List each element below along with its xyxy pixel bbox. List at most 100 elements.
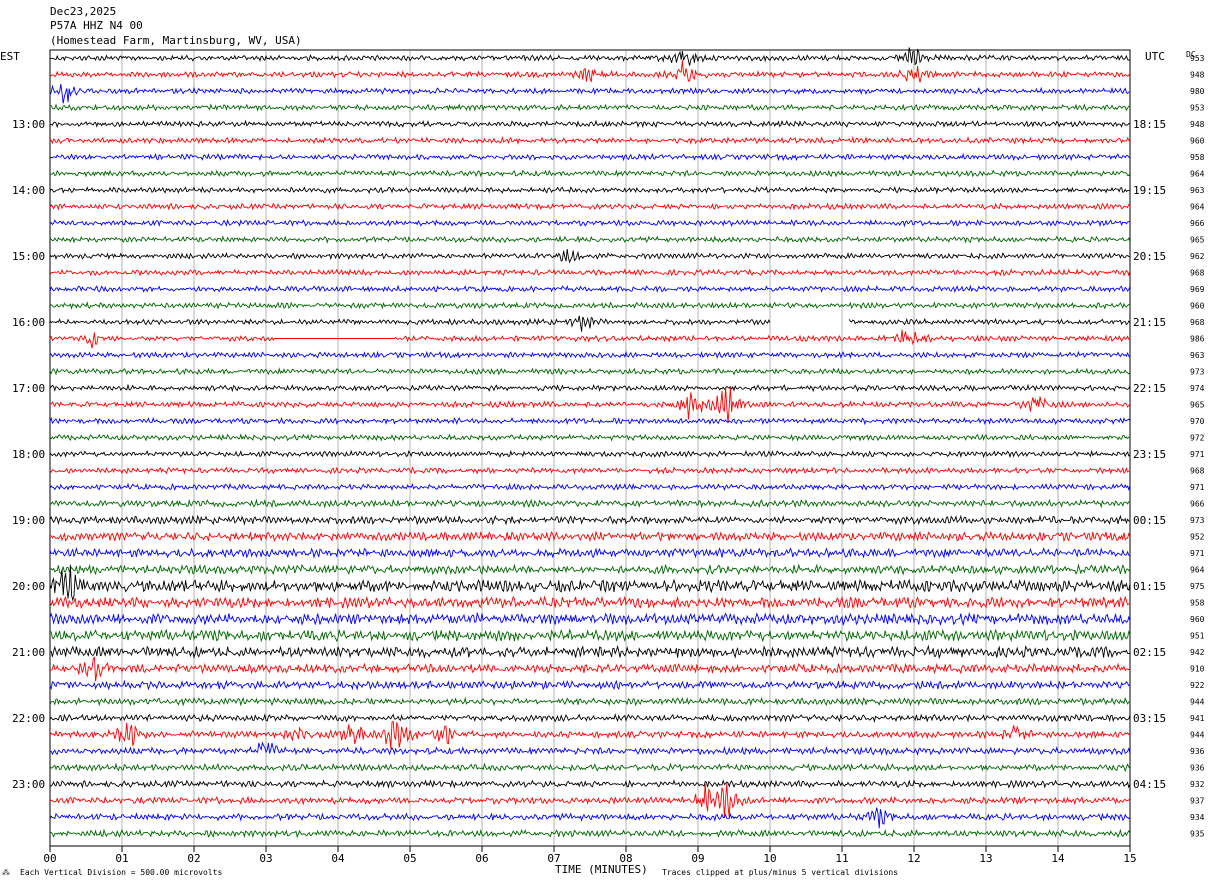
dc-offset-value: 958 [1190, 599, 1205, 608]
x-tick-label: 13 [979, 852, 992, 865]
dc-offset-value: 963 [1190, 351, 1205, 360]
dc-offset-value: 948 [1190, 71, 1205, 80]
seismic-trace [49, 564, 1131, 602]
seismic-trace [49, 268, 1131, 277]
seismic-trace [49, 530, 1131, 543]
dc-offset-value: 964 [1190, 170, 1205, 179]
dc-offset-value: 973 [1190, 368, 1205, 377]
left-hour-label: 20:00 [12, 580, 45, 593]
dc-offset-value: 951 [1190, 632, 1205, 641]
right-hour-label: 23:15 [1133, 448, 1166, 461]
station-code: P57A HHZ N4 00 [50, 19, 143, 32]
seismic-trace [49, 741, 1131, 757]
seismic-trace [49, 696, 1131, 707]
right-hour-label: 01:15 [1133, 580, 1166, 593]
x-tick-label: 01 [115, 852, 128, 865]
dc-offset-value: 974 [1190, 384, 1205, 393]
seismic-trace [49, 367, 1131, 376]
left-timezone-label: EST [0, 50, 20, 63]
dc-offset-value: 963 [1190, 186, 1205, 195]
plot-date: Dec23,2025 [50, 5, 117, 18]
x-tick-label: 06 [475, 852, 488, 865]
x-tick-label: 00 [43, 852, 56, 865]
dc-offset-value: 973 [1190, 516, 1205, 525]
dc-offset-value: 968 [1190, 269, 1205, 278]
dc-offset-value: 953 [1190, 54, 1205, 63]
x-tick-label: 03 [259, 852, 272, 865]
dc-offset-value: 958 [1190, 153, 1205, 162]
x-tick-label: 15 [1123, 852, 1136, 865]
left-hour-label: 16:00 [12, 316, 45, 329]
dc-offset-value: 965 [1190, 236, 1205, 245]
seismic-trace [49, 482, 1131, 492]
dc-offset-value: 948 [1190, 120, 1205, 129]
seismic-trace [49, 595, 1131, 610]
seismic-trace [49, 84, 1131, 104]
dc-offset-value: 910 [1190, 665, 1205, 674]
plot-frame [49, 49, 1131, 847]
dc-offset-value: 942 [1190, 648, 1205, 657]
right-hour-label: 22:15 [1133, 382, 1166, 395]
left-hour-label: 17:00 [12, 382, 45, 395]
x-tick-label: 10 [763, 852, 776, 865]
dc-offset-header: DC [1186, 50, 1196, 59]
seismic-trace [49, 779, 1131, 789]
right-hour-label: 04:15 [1133, 778, 1166, 791]
seismic-trace [49, 249, 1131, 264]
seismic-trace [49, 47, 1131, 66]
seismic-trace [49, 762, 1131, 773]
station-location: (Homestead Farm, Martinsburg, WV, USA) [50, 34, 302, 47]
dc-offset-value: 986 [1190, 335, 1205, 344]
seismic-trace [49, 449, 1131, 459]
x-tick-label: 11 [835, 852, 848, 865]
x-tick-label: 02 [187, 852, 200, 865]
x-tick-label: 05 [403, 852, 416, 865]
dc-offset-value: 937 [1190, 797, 1205, 806]
seismic-trace [50, 386, 1131, 424]
seismic-trace [49, 119, 1131, 129]
x-tick-label: 12 [907, 852, 920, 865]
dc-offset-value: 969 [1190, 285, 1205, 294]
dc-offset-value: 936 [1190, 764, 1205, 773]
seismic-trace [49, 218, 1131, 228]
left-hour-label: 21:00 [12, 646, 45, 659]
x-tick-label: 09 [691, 852, 704, 865]
seismic-trace [49, 611, 1131, 627]
seismic-trace [49, 644, 1131, 660]
left-hour-label: 13:00 [12, 118, 45, 131]
clip-note: Traces clipped at plus/minus 5 vertical … [662, 868, 899, 877]
right-hour-label: 21:15 [1133, 316, 1166, 329]
dc-offset-value: 972 [1190, 434, 1205, 443]
x-tick-label: 04 [331, 852, 345, 865]
seismic-trace [49, 783, 1131, 819]
seismic-trace [49, 284, 1131, 294]
seismic-trace [49, 383, 1131, 393]
dc-offset-value: 960 [1190, 302, 1205, 311]
seismic-trace [49, 628, 1131, 643]
seismic-trace [49, 416, 1131, 426]
dc-offset-value: 960 [1190, 615, 1205, 624]
left-hour-label: 19:00 [12, 514, 45, 527]
dc-offset-value: 966 [1190, 500, 1205, 509]
seismic-trace [49, 807, 1131, 829]
left-hour-label: 18:00 [12, 448, 45, 461]
seismic-trace [49, 329, 1130, 349]
dc-offset-value: 934 [1190, 813, 1205, 822]
seismic-trace [49, 136, 1131, 146]
right-hour-label: 03:15 [1133, 712, 1166, 725]
dc-offset-value: 944 [1190, 731, 1205, 740]
dc-offset-value: 953 [1190, 104, 1205, 113]
right-hour-label: 20:15 [1133, 250, 1166, 263]
dc-offset-value: 964 [1190, 203, 1205, 212]
dc-offset-value: 932 [1190, 780, 1205, 789]
right-hour-label: 02:15 [1133, 646, 1166, 659]
dc-offset-value: 971 [1190, 483, 1205, 492]
dc-offset-value: 935 [1190, 830, 1205, 839]
dc-offset-value: 980 [1190, 87, 1205, 96]
seismic-trace [49, 466, 1131, 475]
dc-offset-value: 941 [1190, 714, 1205, 723]
scale-marker-icon: ⁂ [2, 868, 10, 877]
seismic-trace [50, 828, 1131, 839]
seismic-trace [49, 713, 1131, 724]
seismic-trace [49, 546, 1131, 559]
